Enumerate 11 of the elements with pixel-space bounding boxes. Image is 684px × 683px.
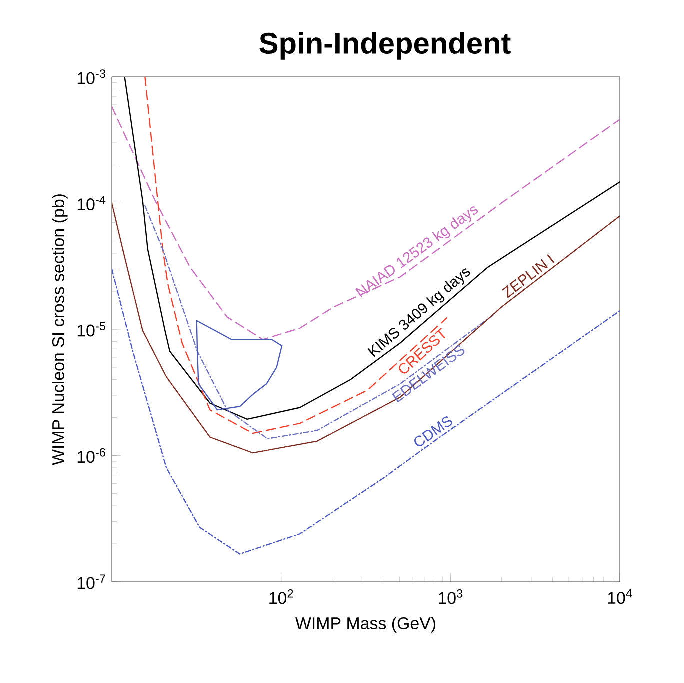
x-tick-label: 10$^{2}$ (270, 590, 294, 604)
x-axis-title: WIMP Mass (GeV) (296, 617, 436, 633)
y-tick-label: 10$^{-3}$ (78, 70, 106, 84)
x-tick-label: 10$^{4}$ (608, 590, 632, 604)
y-tick-label: 10$^{-4}$ (78, 196, 106, 211)
chart-title: Spin-Independent (260, 32, 511, 60)
y-tick-label: 10$^{-7}$ (78, 574, 106, 590)
y-axis-title: WIMP Nucleon SI cross section (pb) (52, 194, 68, 466)
x-tick-label: 10$^{3}$ (439, 590, 463, 604)
y-tick-label: 10$^{-6}$ (78, 448, 106, 464)
y-tick-label: 10$^{-5}$ (78, 322, 106, 337)
